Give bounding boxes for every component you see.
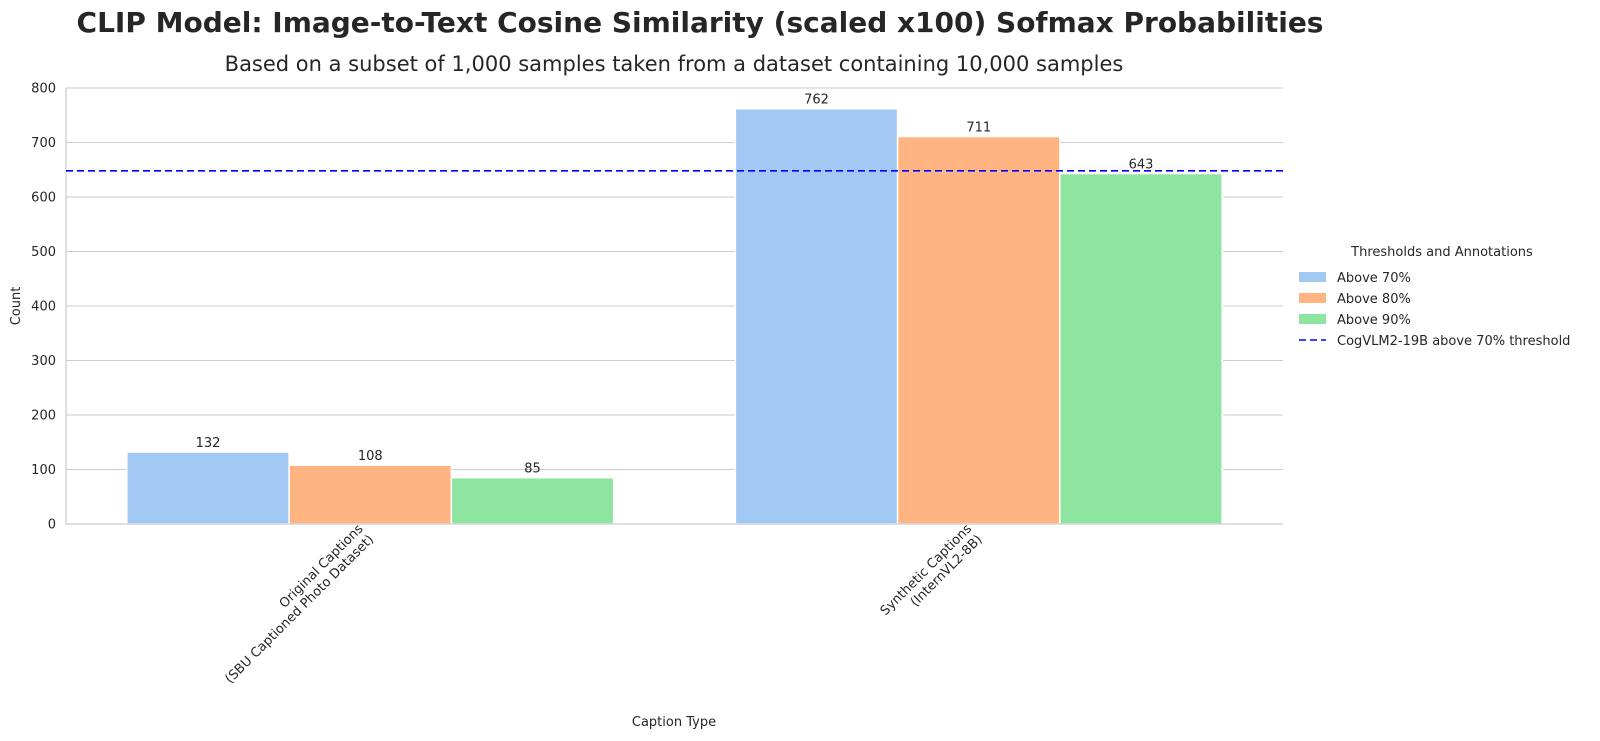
chart-subtitle: Based on a subset of 1,000 samples taken…: [225, 52, 1124, 76]
bar-value-label: 643: [1129, 158, 1154, 173]
x-axis-ticks: Original Captions(SBU Captioned Photo Da…: [222, 521, 986, 687]
y-tick-label: 500: [31, 245, 56, 260]
bar-value-label: 762: [804, 93, 829, 108]
x-tick-label-line: Synthetic Captions: [878, 521, 975, 618]
bar-value-label: 85: [524, 462, 541, 477]
x-tick-label: Original Captions(SBU Captioned Photo Da…: [222, 521, 377, 687]
bars: [126, 107, 1223, 525]
x-tick-label: Synthetic Captions(InternVL2-8B): [878, 521, 986, 618]
bar-value-label: 132: [196, 436, 221, 451]
legend-label: Above 70%: [1337, 271, 1411, 286]
legend: Thresholds and Annotations Above 70% Abov…: [1299, 245, 1570, 349]
y-tick-label: 200: [31, 409, 56, 424]
y-tick-label: 100: [31, 463, 56, 478]
legend-label: Above 80%: [1337, 292, 1411, 307]
bar: [126, 451, 290, 525]
x-axis-label: Caption Type: [632, 715, 716, 730]
bar-value-label: 711: [966, 121, 991, 136]
y-tick-label: 300: [31, 354, 56, 369]
y-axis-ticks: 0 100 200 300 400 500 600 700 800: [31, 82, 56, 533]
x-tick-label-line: (SBU Captioned Photo Dataset): [222, 532, 377, 687]
bar: [896, 135, 1061, 525]
y-axis-label: Count: [9, 287, 24, 326]
axes: [65, 88, 1283, 525]
legend-title: Thresholds and Annotations: [1350, 245, 1533, 260]
y-tick-label: 800: [31, 82, 56, 97]
y-tick-label: 0: [48, 518, 56, 533]
bar: [288, 464, 453, 525]
bar: [1059, 172, 1223, 525]
y-tick-label: 600: [31, 191, 56, 206]
legend-swatch: [1299, 293, 1326, 303]
y-tick-label: 400: [31, 300, 56, 315]
legend-swatch: [1299, 272, 1326, 282]
bar-labels: 132 762 108 711 85 643: [196, 93, 1154, 477]
chart-title: CLIP Model: Image-to-Text Cosine Similar…: [77, 6, 1324, 39]
legend-label: Above 90%: [1337, 313, 1411, 328]
legend-label: CogVLM2-19B above 70% threshold: [1337, 334, 1570, 349]
bar: [450, 476, 615, 525]
legend-swatch: [1299, 314, 1326, 324]
bar-value-label: 108: [358, 449, 383, 464]
y-tick-label: 700: [31, 136, 56, 151]
